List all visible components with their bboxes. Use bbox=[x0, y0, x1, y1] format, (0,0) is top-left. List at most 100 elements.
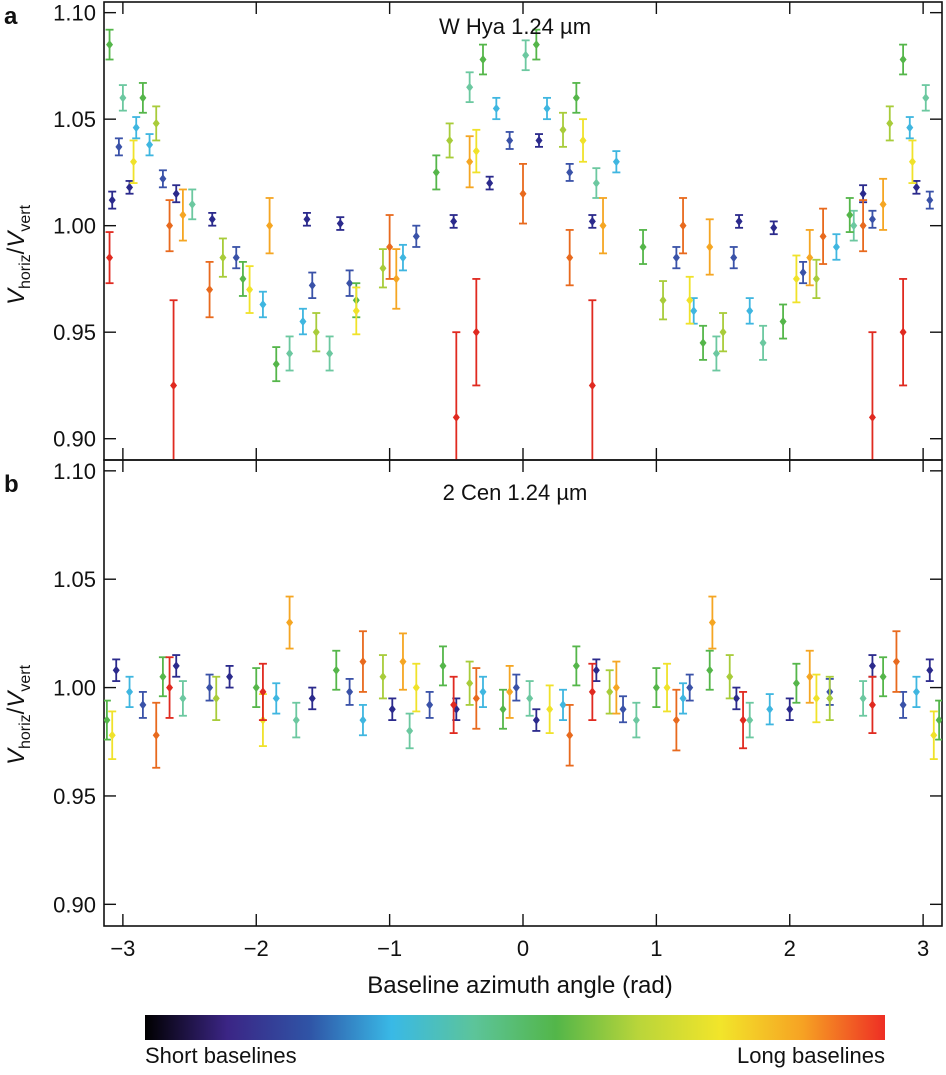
diamond-marker bbox=[406, 726, 414, 736]
diamond-marker bbox=[766, 704, 774, 714]
diamond-marker bbox=[132, 123, 140, 133]
diamond-marker bbox=[486, 178, 494, 188]
diamond-marker bbox=[922, 93, 930, 103]
diamond-marker bbox=[906, 123, 914, 133]
diamond-marker bbox=[735, 216, 743, 226]
diamond-marker bbox=[746, 715, 754, 725]
diamond-marker bbox=[566, 253, 574, 263]
data-point bbox=[498, 688, 507, 730]
data-point bbox=[285, 595, 294, 650]
diamond-marker bbox=[868, 214, 876, 224]
data-point bbox=[832, 233, 841, 261]
data-point bbox=[232, 246, 241, 270]
diamond-marker bbox=[286, 618, 294, 628]
diamond-marker bbox=[806, 672, 814, 682]
diamond-marker bbox=[719, 327, 727, 337]
data-point bbox=[845, 197, 854, 233]
data-point bbox=[478, 675, 487, 708]
diamond-marker bbox=[572, 93, 580, 103]
diamond-marker bbox=[588, 216, 596, 226]
diamond-marker bbox=[292, 715, 300, 725]
y-ticks-a: 0.90 0.95 1.00 1.05 1.10 bbox=[53, 1, 942, 452]
data-point bbox=[579, 118, 588, 163]
data-point bbox=[739, 691, 748, 750]
diamond-marker bbox=[506, 687, 514, 697]
data-point bbox=[308, 686, 317, 711]
diamond-marker bbox=[679, 693, 687, 703]
diamond-marker bbox=[686, 683, 694, 693]
diamond-marker bbox=[272, 359, 280, 369]
diamond-marker bbox=[106, 253, 114, 263]
data-point bbox=[125, 675, 134, 708]
diamond-marker bbox=[112, 665, 120, 675]
diamond-marker bbox=[706, 665, 714, 675]
data-point bbox=[849, 209, 858, 242]
diamond-marker bbox=[379, 263, 387, 273]
x-tick-label: −2 bbox=[244, 936, 269, 961]
data-point bbox=[712, 335, 721, 372]
diamond-marker bbox=[532, 715, 540, 725]
diamond-marker bbox=[108, 195, 116, 205]
diamond-marker bbox=[179, 693, 187, 703]
data-marks-b bbox=[104, 595, 942, 769]
data-point bbox=[588, 214, 597, 229]
data-point bbox=[108, 710, 117, 761]
data-point bbox=[105, 28, 114, 61]
diamond-marker bbox=[746, 306, 754, 316]
diamond-marker bbox=[812, 693, 820, 703]
diamond-marker bbox=[572, 661, 580, 671]
diamond-marker bbox=[663, 683, 671, 693]
data-point bbox=[879, 177, 888, 231]
data-point bbox=[272, 346, 281, 383]
diamond-marker bbox=[472, 327, 480, 337]
data-point bbox=[132, 116, 141, 140]
data-point bbox=[172, 654, 181, 678]
diamond-marker bbox=[859, 221, 867, 231]
diamond-marker bbox=[886, 118, 894, 128]
data-point bbox=[559, 111, 568, 148]
diamond-marker bbox=[166, 683, 174, 693]
data-point bbox=[138, 691, 147, 719]
y-tick-label: 0.90 bbox=[53, 427, 96, 452]
data-point bbox=[632, 701, 641, 739]
diamond-marker bbox=[579, 135, 587, 145]
diamond-marker bbox=[259, 687, 267, 697]
diamond-marker bbox=[130, 157, 138, 167]
diamond-marker bbox=[566, 730, 574, 740]
diamond-marker bbox=[759, 338, 767, 348]
diamond-marker bbox=[104, 715, 111, 725]
data-point bbox=[785, 697, 794, 721]
diamond-marker bbox=[535, 135, 543, 145]
data-point bbox=[519, 162, 527, 225]
data-point bbox=[599, 197, 608, 255]
diamond-marker bbox=[412, 231, 420, 241]
data-point bbox=[805, 649, 814, 704]
diamond-marker bbox=[708, 618, 716, 628]
data-point bbox=[472, 128, 481, 174]
data-point bbox=[812, 673, 821, 724]
diamond-marker bbox=[252, 683, 260, 693]
data-point bbox=[812, 258, 821, 300]
data-point bbox=[859, 199, 868, 253]
diamond-marker bbox=[899, 55, 907, 65]
data-point bbox=[899, 278, 908, 387]
diamond-marker bbox=[779, 317, 787, 327]
data-point bbox=[619, 695, 628, 724]
diamond-marker bbox=[832, 242, 840, 252]
data-point bbox=[612, 150, 621, 174]
diamond-marker bbox=[212, 693, 220, 703]
y-tick-label: 1.00 bbox=[53, 214, 96, 239]
data-point bbox=[612, 660, 621, 715]
diamond-marker bbox=[259, 299, 267, 309]
y-tick-label: 0.95 bbox=[53, 320, 96, 345]
data-point bbox=[465, 135, 474, 189]
diamond-marker bbox=[446, 135, 454, 145]
y-tick-label: 1.10 bbox=[53, 1, 96, 26]
y-tick-label: 0.95 bbox=[53, 784, 96, 809]
diamond-marker bbox=[359, 657, 367, 667]
diamond-marker bbox=[770, 223, 778, 233]
data-point bbox=[312, 312, 321, 353]
data-point bbox=[559, 688, 568, 721]
diamond-marker bbox=[126, 687, 134, 697]
